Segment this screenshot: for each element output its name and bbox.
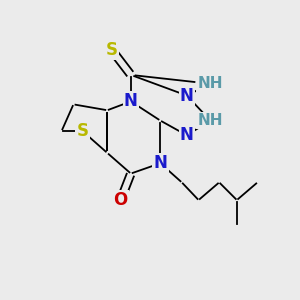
Text: N: N bbox=[153, 154, 167, 172]
Text: N: N bbox=[124, 92, 138, 110]
Text: O: O bbox=[113, 191, 128, 209]
Text: NH: NH bbox=[198, 76, 223, 91]
Text: NH: NH bbox=[198, 113, 223, 128]
Text: S: S bbox=[106, 41, 118, 59]
Text: S: S bbox=[76, 122, 88, 140]
Text: N: N bbox=[180, 86, 194, 104]
Text: N: N bbox=[180, 126, 194, 144]
